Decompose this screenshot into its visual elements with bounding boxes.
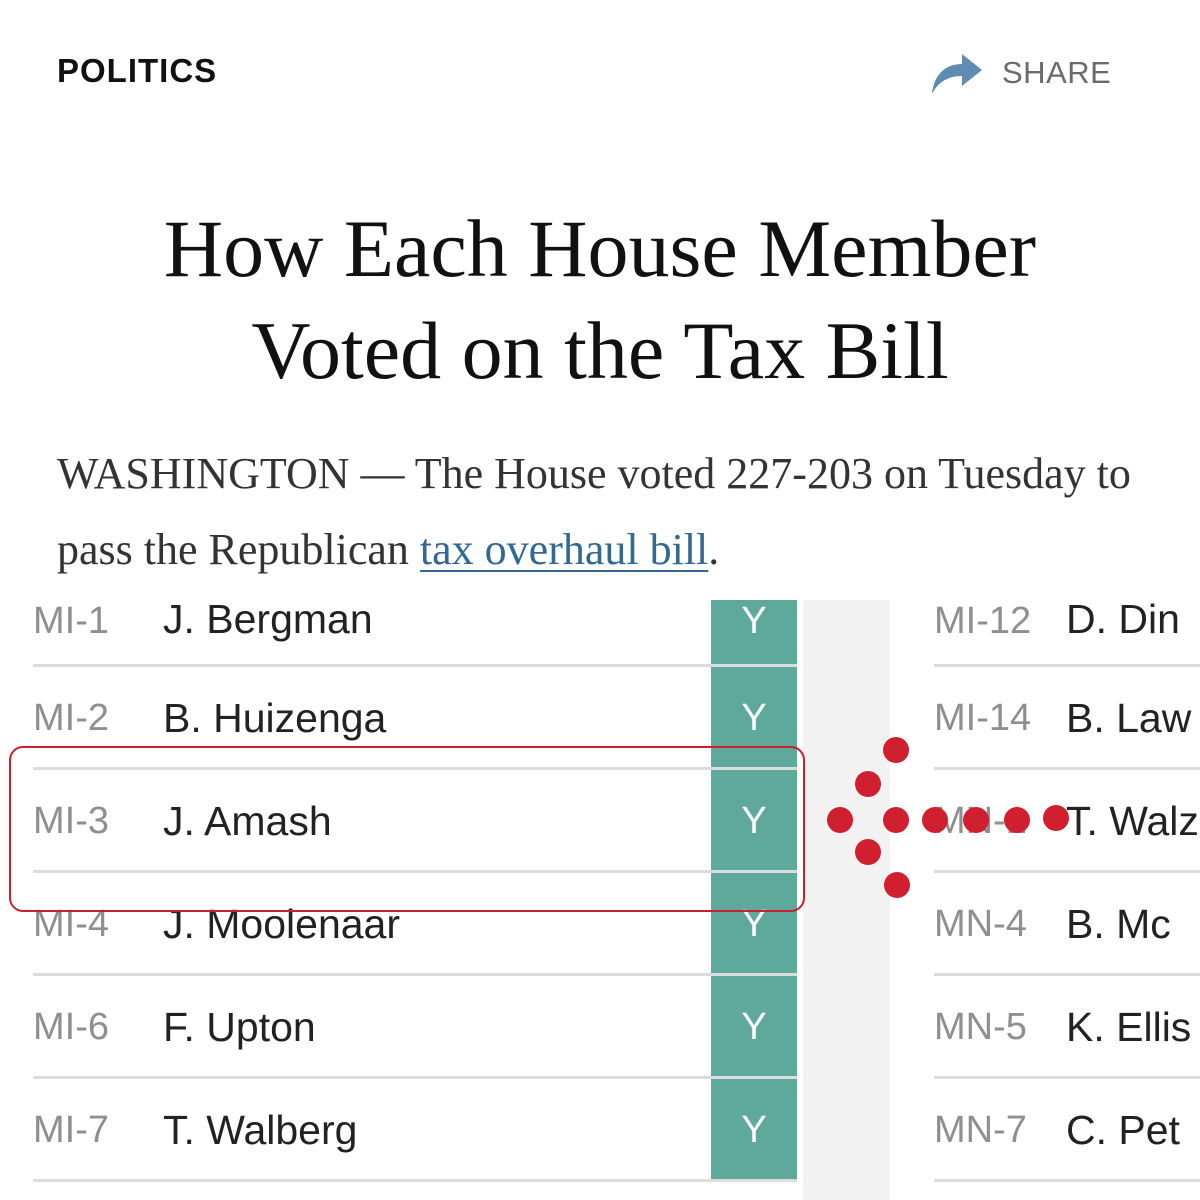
district-code: MN-1 <box>934 800 1027 842</box>
summary-text: WASHINGTON — The House voted 227-203 on … <box>57 449 1131 574</box>
member-name: B. Mc <box>1066 901 1171 947</box>
table-row: MN-5 K. Ellis <box>934 976 1200 1079</box>
district-code: MI-1 <box>33 600 109 642</box>
table-row: MI-1 J. Bergman Y <box>33 600 797 667</box>
member-name: B. Law <box>1066 695 1192 741</box>
table-row-highlighted: MI-3 J. Amash Y <box>33 770 797 873</box>
member-name: J. Moolenaar <box>163 901 401 947</box>
tax-bill-link[interactable]: tax overhaul bill <box>419 525 709 574</box>
member-name: D. Din <box>1066 600 1180 642</box>
district-code: MI-6 <box>33 1006 109 1048</box>
summary-end: . <box>708 525 720 574</box>
vote-table: MI-1 J. Bergman Y MI-2 B. Huizenga Y MI-… <box>0 600 1200 1200</box>
member-name: T. Walz <box>1066 798 1199 844</box>
table-row: MN-4 B. Mc <box>934 873 1200 976</box>
member-name: J. Amash <box>163 798 332 844</box>
vote-yes-cell: Y <box>711 976 797 1079</box>
table-row: MI-7 T. Walberg Y <box>33 1079 797 1182</box>
vote-column-right: MI-12 D. Din MI-14 B. Law MN-1 T. Walz M… <box>934 600 1200 1182</box>
share-label: SHARE <box>1002 55 1112 90</box>
article-headline: How Each House Member Voted on the Tax B… <box>0 198 1200 402</box>
highlight-box <box>9 746 805 912</box>
district-code: MN-4 <box>934 903 1027 945</box>
vote-yes-cell: Y <box>711 667 797 770</box>
table-row: MI-2 B. Huizenga Y <box>33 667 797 770</box>
table-row: MI-6 F. Upton Y <box>33 976 797 1079</box>
member-name: K. Ellis <box>1066 1004 1192 1050</box>
share-arrow-icon <box>932 54 982 94</box>
district-code: MN-7 <box>934 1109 1027 1151</box>
district-code: MI-3 <box>33 800 109 842</box>
member-name: T. Walberg <box>163 1107 358 1153</box>
vote-yes-cell: Y <box>711 770 797 873</box>
vote-yes-cell: Y <box>711 873 797 976</box>
share-button[interactable]: SHARE <box>928 48 1111 98</box>
district-code: MI-7 <box>33 1109 109 1151</box>
member-name: J. Bergman <box>163 600 373 642</box>
headline-line-1: How Each House Member <box>163 203 1037 294</box>
article-summary: WASHINGTON — The House voted 227-203 on … <box>57 436 1177 588</box>
table-row: MN-1 T. Walz <box>934 770 1200 873</box>
table-row: MI-12 D. Din <box>934 600 1200 667</box>
district-code: MI-2 <box>33 697 109 739</box>
vote-yes-cell: Y <box>711 600 797 667</box>
district-code: MI-12 <box>934 600 1032 642</box>
section-label[interactable]: POLITICS <box>57 52 218 89</box>
vote-column-left: MI-1 J. Bergman Y MI-2 B. Huizenga Y MI-… <box>33 600 797 1182</box>
headline-line-2: Voted on the Tax Bill <box>251 305 949 396</box>
table-row: MI-4 J. Moolenaar Y <box>33 873 797 976</box>
district-code: MI-14 <box>934 697 1032 739</box>
district-code: MN-5 <box>934 1006 1027 1048</box>
table-row: MN-7 C. Pet <box>934 1079 1200 1182</box>
table-row: MI-14 B. Law <box>934 667 1200 770</box>
member-name: C. Pet <box>1066 1107 1180 1153</box>
no-vote-column <box>803 600 890 1200</box>
member-name: F. Upton <box>163 1004 316 1050</box>
member-name: B. Huizenga <box>163 695 387 741</box>
vote-yes-cell: Y <box>711 1079 797 1182</box>
